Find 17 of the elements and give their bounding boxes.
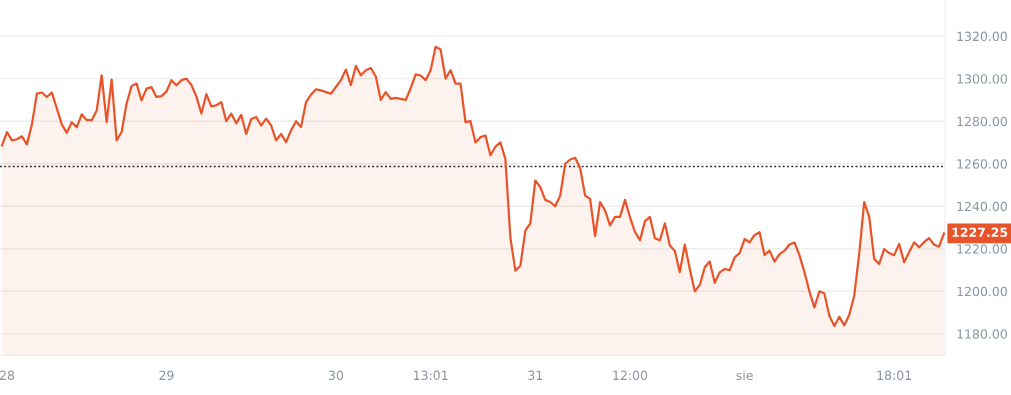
y-tick-label: 1200.00: [957, 286, 1007, 297]
y-tick-label: 1280.00: [957, 116, 1007, 127]
x-tick-label: sie: [736, 370, 753, 381]
x-tick-label: 31: [528, 370, 543, 381]
y-tick-label: 1260.00: [957, 159, 1007, 169]
y-tick-label: 1320.00: [957, 31, 1007, 42]
x-tick-label: 13:01: [413, 370, 448, 381]
y-tick-label: 1180.00: [957, 329, 1007, 339]
x-tick-label: 28: [0, 370, 15, 381]
x-tick-label: 12:00: [613, 370, 648, 381]
x-tick-label: 18:01: [877, 370, 911, 381]
y-tick-label: 1220.00: [957, 244, 1007, 254]
y-tick-label: 1240.00: [957, 201, 1007, 212]
y-tick-label: 1300.00: [957, 74, 1007, 84]
data-label: 1227.25: [952, 227, 1008, 237]
x-tick-label: 30: [328, 370, 344, 381]
x-tick-label: 29: [159, 370, 174, 381]
